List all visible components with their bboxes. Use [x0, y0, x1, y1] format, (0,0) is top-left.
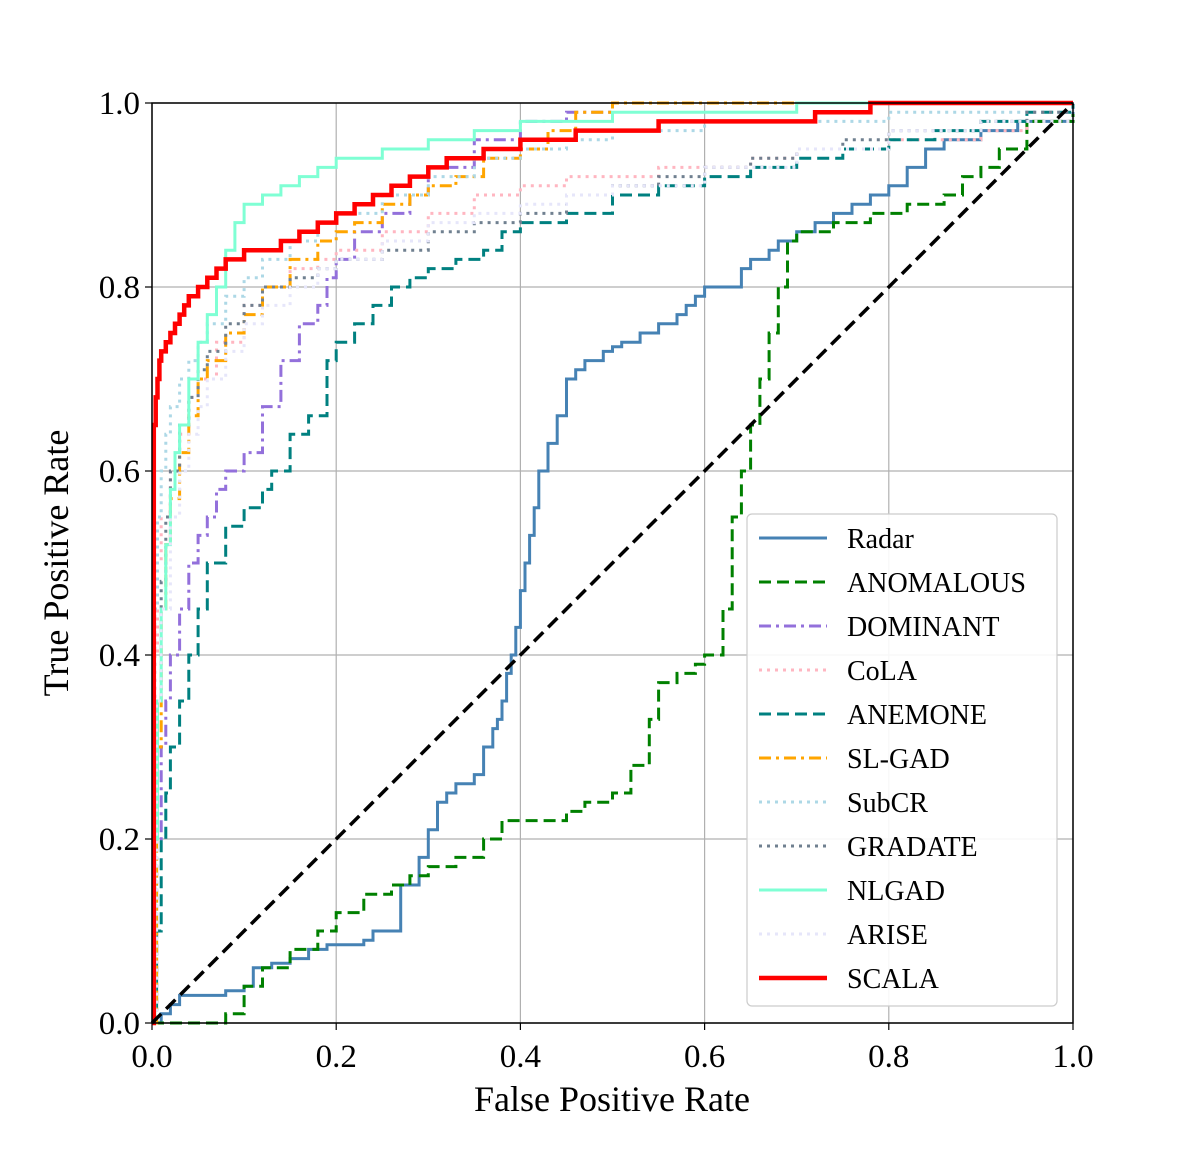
y-tick-label: 0.4 — [99, 638, 140, 674]
x-tick-label: 1.0 — [1052, 1039, 1093, 1075]
x-axis-label: False Positive Rate — [474, 1079, 750, 1119]
series-line-dominant — [152, 101, 1073, 1025]
series-line-arise — [152, 103, 1075, 1025]
legend: Radar ANOMALOUS DOMINANT CoLA ANEMONE SL-GAD S… — [746, 513, 1058, 1007]
legend-label-nlgad: NLGAD — [847, 876, 945, 907]
y-tick-label: 0.0 — [99, 1006, 140, 1042]
legend-label-arise: ARISE — [847, 920, 928, 951]
tick-marks — [145, 102, 1074, 1030]
plot-area — [150, 100, 1075, 1026]
x-tick-label: 0.0 — [131, 1039, 172, 1075]
x-tick-label: 0.4 — [500, 1039, 541, 1075]
series-line-anomalous — [152, 103, 1075, 1025]
legend-label-dominant: DOMINANT — [847, 612, 999, 643]
y-axis-label: True Positive Rate — [36, 430, 76, 697]
legend-box — [746, 513, 1058, 1007]
tick-labels: 0.0 0.2 0.4 0.6 0.8 1.0 0.0 0.2 0.4 0.6 0.8 1.0 — [99, 86, 1094, 1075]
legend-label-scala: SCALA — [847, 964, 940, 995]
y-tick-label: 0.6 — [99, 454, 140, 490]
legend-label-subcr: SubCR — [847, 788, 928, 819]
legend-label-anemone: ANEMONE — [847, 700, 987, 731]
plot-frame — [151, 102, 1074, 1024]
legend-label-sl-gad: SL-GAD — [847, 744, 950, 775]
series-line-anemone — [152, 103, 1075, 1025]
y-tick-label: 0.2 — [99, 822, 140, 858]
legend-label-cola: CoLA — [847, 656, 918, 687]
legend-label-radar: Radar — [847, 524, 915, 555]
x-tick-label: 0.6 — [684, 1039, 725, 1075]
y-tick-label: 1.0 — [99, 86, 140, 122]
series-line-scala — [151, 100, 1073, 1026]
x-tick-label: 0.2 — [316, 1039, 357, 1075]
legend-label-gradate: GRADATE — [847, 832, 978, 863]
diagonal-reference-line — [150, 101, 1075, 1025]
legend-label-anomalous: ANOMALOUS — [847, 568, 1026, 599]
grid — [151, 102, 1074, 1024]
x-tick-label: 0.8 — [868, 1039, 909, 1075]
series-line-radar — [152, 103, 1075, 1025]
y-tick-label: 0.8 — [99, 270, 140, 306]
